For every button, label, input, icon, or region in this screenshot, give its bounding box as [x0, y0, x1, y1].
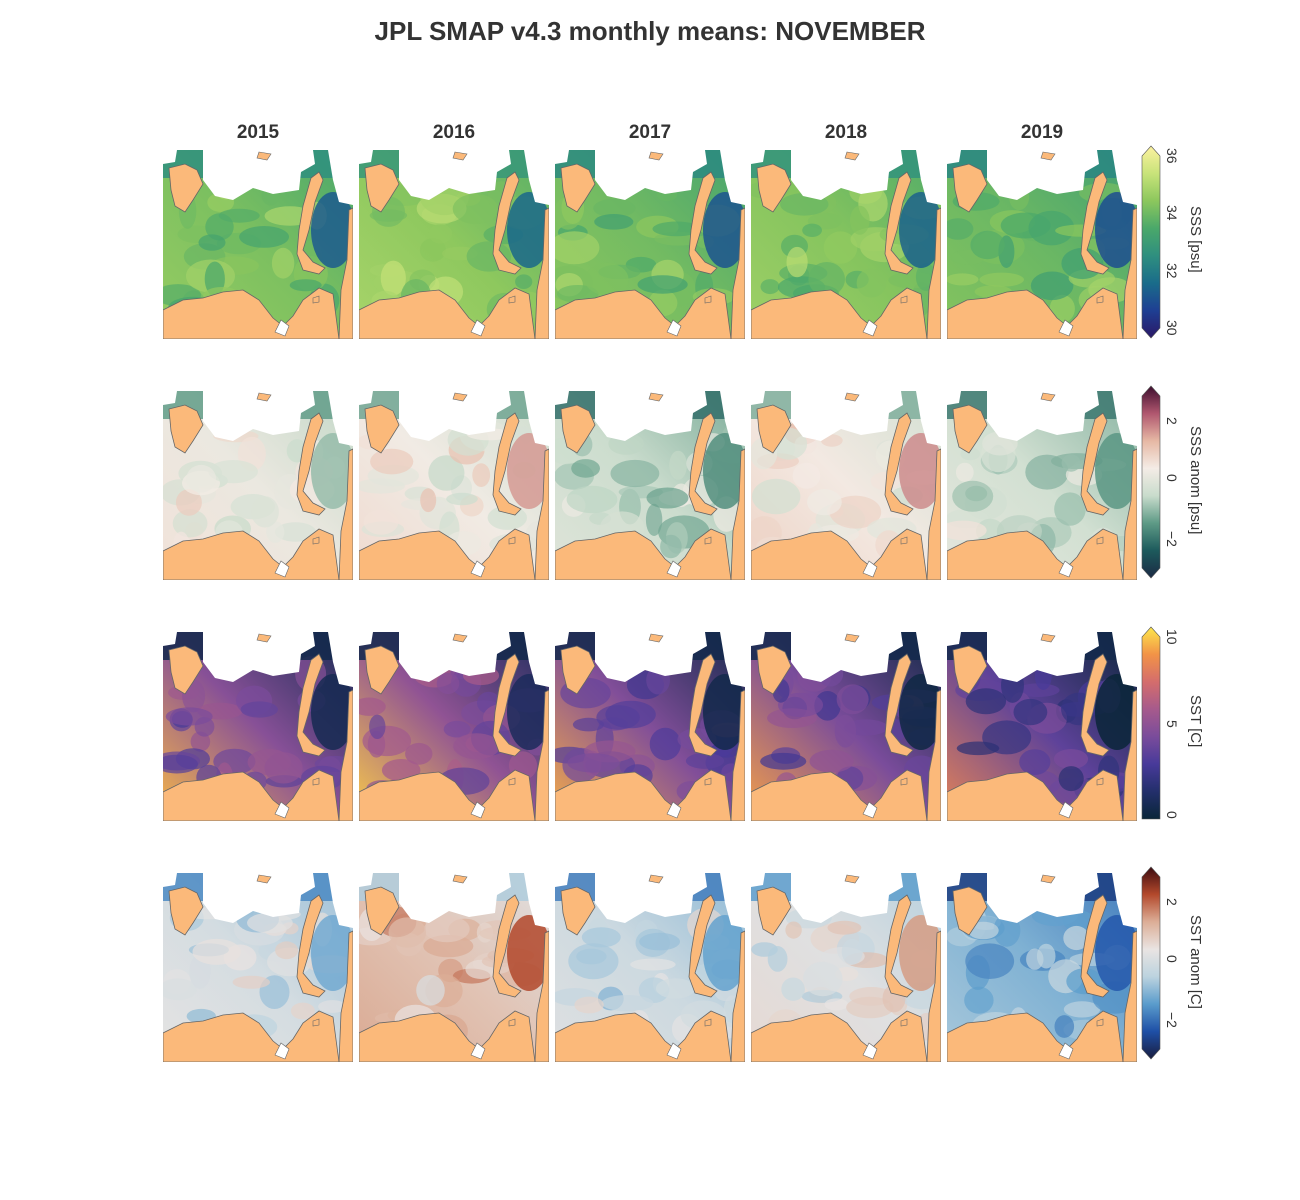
colorbar-gradient [1141, 626, 1161, 820]
colorbar-tick-label: 10 [1164, 629, 1180, 645]
colorbar-gradient [1141, 866, 1161, 1060]
map-panel-sss-2019 [947, 150, 1137, 339]
colorbar-tick-label: 5 [1164, 720, 1180, 728]
map-panel-sss-2015 [163, 150, 353, 339]
map-panel-sst-2018 [751, 632, 941, 821]
colorbar-label: SST [C] [1187, 695, 1204, 748]
colorbar-sst_anom: −2 0 2 SST anom [C] [1141, 866, 1204, 1060]
colorbar-label: SST anom [C] [1187, 915, 1204, 1009]
colorbar-tick-label: 32 [1164, 262, 1180, 279]
year-label-2016: 2016 [432, 122, 476, 143]
map-panel-sst_anom-2017 [555, 873, 745, 1062]
year-label-2019: 2019 [1020, 122, 1064, 143]
map-panel-sss_anom-2015 [163, 391, 353, 580]
colorbar-tick-label: −2 [1164, 531, 1180, 548]
colorbar-tick-label: 34 [1164, 205, 1180, 221]
figure-title: JPL SMAP v4.3 monthly means: NOVEMBER [374, 16, 926, 46]
colorbar-tick-label: 2 [1164, 897, 1180, 906]
colorbar-label: SSS [psu] [1187, 206, 1204, 273]
colorbar-sss_anom: −2 0 2 SSS anom [psu] [1141, 385, 1204, 579]
colorbar-tick-label: −2 [1164, 1012, 1180, 1029]
map-panel-sss-2018 [751, 150, 941, 339]
colorbar-tick-label: 0 [1164, 474, 1180, 482]
colorbar-tick-label: 36 [1164, 148, 1180, 164]
year-label-2017: 2017 [628, 122, 672, 143]
map-panel-sss_anom-2019 [947, 391, 1137, 580]
map-panel-sst-2017 [555, 632, 745, 821]
map-panel-sst-2015 [163, 632, 353, 821]
map-panel-sss_anom-2017 [555, 391, 745, 580]
colorbar-label: SSS anom [psu] [1187, 426, 1204, 535]
map-panel-sss_anom-2018 [751, 391, 941, 580]
colorbar-tick-label: 0 [1164, 811, 1180, 819]
colorbar-gradient [1141, 385, 1161, 579]
map-panel-sss_anom-2016 [359, 391, 549, 580]
map-panel-sst-2019 [947, 632, 1137, 821]
map-panel-sst_anom-2015 [163, 873, 353, 1062]
colorbar-tick-label: 0 [1164, 955, 1180, 963]
map-panel-sst-2016 [359, 632, 549, 821]
year-label-2018: 2018 [824, 122, 868, 143]
year-label-2015: 2015 [236, 122, 280, 143]
map-panel-sss-2017 [555, 150, 745, 339]
colorbar-tick-label: 30 [1164, 320, 1180, 336]
map-panel-sst_anom-2019 [947, 873, 1137, 1062]
map-panel-sss-2016 [359, 150, 549, 339]
colorbar-gradient [1141, 145, 1161, 339]
colorbar-sss: 30 32 34 36 SSS [psu] [1141, 145, 1204, 339]
colorbar-tick-label: 2 [1164, 416, 1180, 425]
map-panel-sst_anom-2016 [359, 873, 549, 1062]
colorbar-sst: 0 5 10 SST [C] [1141, 626, 1204, 820]
map-panel-sst_anom-2018 [751, 873, 941, 1062]
